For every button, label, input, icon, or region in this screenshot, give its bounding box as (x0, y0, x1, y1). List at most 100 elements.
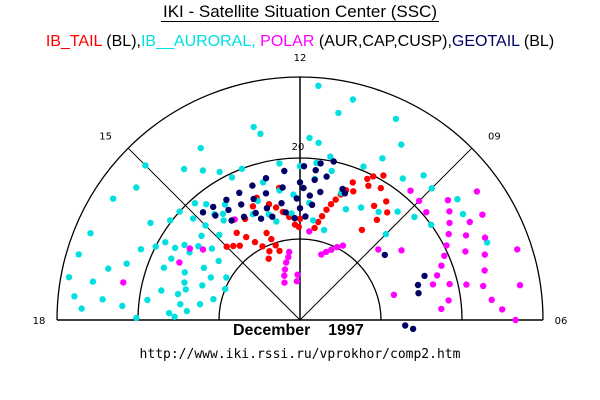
data-point (195, 243, 202, 250)
data-point (202, 222, 209, 229)
data-point (216, 168, 223, 176)
data-point (181, 269, 188, 276)
data-point (428, 185, 435, 192)
data-point (315, 139, 322, 146)
data-point (375, 246, 382, 253)
legend-entry-ib-auroral: IB__AURORAL, (140, 33, 261, 50)
data-point (225, 206, 232, 214)
data-point (162, 239, 169, 246)
data-point (137, 246, 145, 253)
data-point (300, 163, 308, 170)
data-point (78, 305, 85, 312)
data-point (383, 198, 390, 205)
data-point (228, 174, 236, 181)
data-point (446, 219, 453, 227)
data-point (463, 281, 470, 288)
legend-entry-polar: POLAR (260, 33, 315, 50)
data-point (207, 274, 214, 281)
data-point (105, 265, 112, 272)
data-point (438, 305, 445, 313)
data-point (429, 281, 437, 288)
data-point (323, 206, 330, 213)
data-point (165, 309, 173, 317)
data-point (186, 245, 194, 252)
series-ib-auroral (65, 82, 491, 322)
data-point (332, 196, 339, 203)
data-point (311, 224, 318, 232)
data-point (421, 272, 428, 280)
data-point (328, 167, 335, 175)
data-point (283, 259, 290, 266)
data-point (249, 182, 256, 189)
data-point (182, 286, 189, 293)
data-point (444, 197, 452, 204)
tick-label-15: 15 (99, 132, 112, 143)
data-point (251, 238, 259, 246)
data-point (199, 246, 207, 253)
data-point (306, 228, 313, 235)
series-geotail (199, 158, 428, 333)
data-point (219, 210, 227, 217)
data-point (317, 188, 324, 196)
data-point (99, 296, 106, 303)
data-point (189, 215, 197, 222)
data-point (198, 232, 205, 239)
data-point (318, 213, 326, 220)
data-point (75, 251, 82, 258)
data-point (262, 175, 270, 182)
data-point (481, 267, 488, 274)
data-point (243, 233, 250, 241)
data-point (174, 290, 182, 298)
data-point (212, 212, 219, 219)
ring-label-20: 20 (292, 142, 305, 153)
data-point (327, 153, 334, 160)
data-point (350, 188, 357, 195)
data-point (380, 172, 387, 179)
data-point (373, 216, 381, 223)
data-point (306, 134, 313, 142)
legend-entry-polar-suffix: (AUR,CAP,CUSP), (314, 33, 452, 50)
data-point (333, 243, 341, 251)
data-point (181, 279, 188, 286)
data-point (480, 282, 487, 290)
data-point (358, 226, 366, 234)
data-point (462, 248, 469, 255)
date-label: December 1997 (233, 322, 364, 339)
data-point (177, 301, 184, 308)
data-point (191, 200, 199, 207)
tick-label-12: 12 (294, 53, 307, 64)
series-ib-tail (223, 172, 391, 262)
data-point (323, 173, 330, 180)
data-point (370, 202, 378, 210)
data-point (375, 208, 382, 216)
data-point (168, 255, 175, 262)
data-point (446, 280, 453, 288)
data-point (479, 211, 486, 218)
data-point (223, 243, 230, 250)
data-point (293, 278, 301, 285)
chart-title: IKI - Satellite Situation Center (SSC) (0, 2, 600, 22)
data-point (308, 201, 316, 208)
data-point (220, 217, 227, 224)
data-point (427, 221, 435, 228)
data-point (311, 176, 318, 183)
data-point (473, 188, 481, 195)
legend-entry-geotail-suffix: (BL) (519, 33, 555, 50)
data-point (318, 251, 325, 258)
data-point (390, 291, 398, 298)
data-point (281, 272, 288, 279)
data-point (382, 230, 390, 238)
series-polar (120, 187, 524, 324)
data-point (203, 201, 210, 208)
tick-label-18: 18 (33, 316, 46, 327)
data-point (398, 247, 405, 254)
spoke-15 (127, 147, 301, 321)
data-point (330, 158, 337, 165)
data-point (281, 266, 289, 273)
data-point (181, 241, 188, 249)
data-point (443, 242, 450, 249)
data-point (183, 307, 191, 315)
data-point (320, 226, 328, 234)
data-point (285, 253, 292, 261)
data-point (392, 115, 400, 123)
